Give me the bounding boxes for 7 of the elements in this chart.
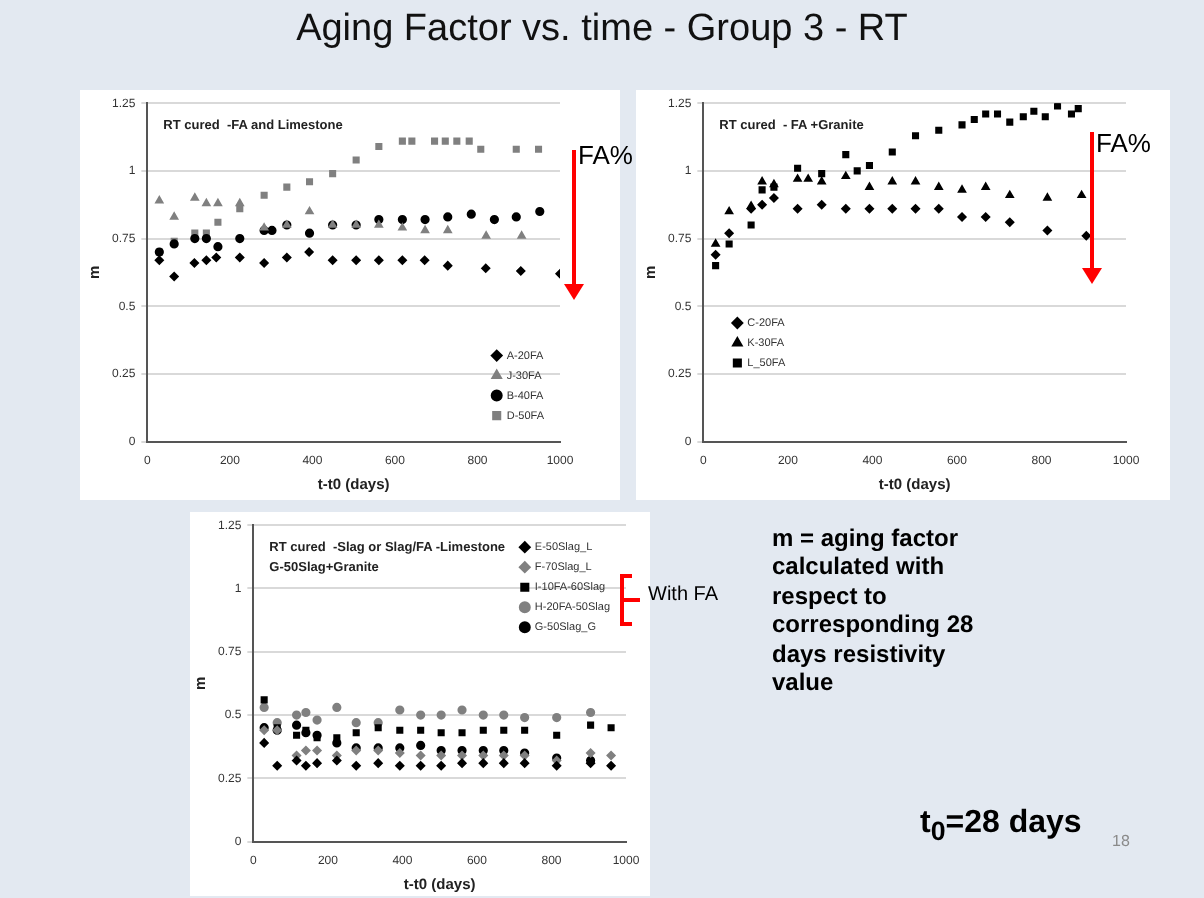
annotation: FA% (1096, 128, 1151, 158)
text: t$_{0}$=28 days (920, 806, 1082, 847)
text: Aging Factor vs. time - Group 3 - RT (294, 8, 910, 52)
text: FA% (578, 140, 633, 170)
text: With FA (648, 584, 719, 606)
text: 18 (1112, 832, 1132, 852)
text: m = aging factor calculated with respect to corresponding 28 days resistivity value (772, 524, 976, 697)
